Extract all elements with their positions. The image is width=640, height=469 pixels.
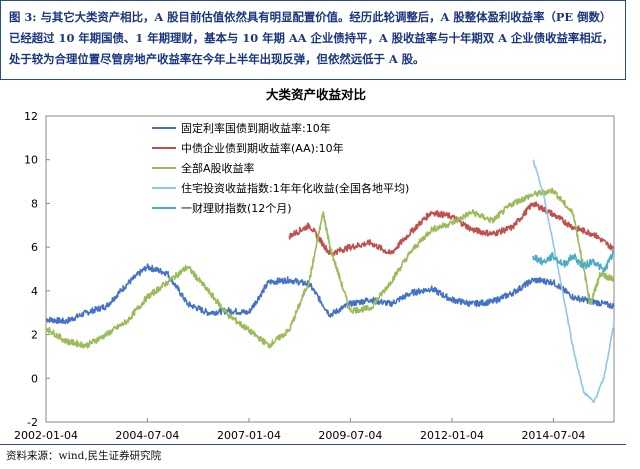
series-line-3 <box>532 159 615 404</box>
x-tick-label: 2012-01-04 <box>420 429 484 442</box>
series-line-4 <box>532 248 615 272</box>
x-tick-label: 2009-07-04 <box>318 429 382 442</box>
y-tick-label: 2 <box>31 329 38 342</box>
y-tick-label: 10 <box>24 154 38 167</box>
legend-label-2: 全部A股收益率 <box>181 161 255 175</box>
legend-label-3: 住宅投资收益指数:1年年化收益(全国各地平均) <box>181 181 409 195</box>
x-tick-label: 2014-07-04 <box>521 429 585 442</box>
series-lines <box>45 159 615 404</box>
y-tick-label: 4 <box>31 285 38 298</box>
source-note: 资料来源：wind,民生证券研究院 <box>6 450 162 462</box>
legend-label-0: 固定利率国债到期收益率:10年 <box>181 121 331 135</box>
y-tick-label: -2 <box>27 416 38 429</box>
x-tick-label: 2007-01-04 <box>217 429 281 442</box>
source-divider <box>0 444 626 445</box>
legend: 固定利率国债到期收益率:10年中债企业债到期收益率(AA):10年全部A股收益率… <box>152 121 409 215</box>
series-line-0 <box>45 263 615 325</box>
y-tick-label: 0 <box>31 372 38 385</box>
legend-label-4: 一财理财指数(12个月) <box>181 201 292 215</box>
line-chart: 大类资产收益对比 -2 0 2 4 6 8 10 12 2002-01-04 2004-07-04… <box>14 87 615 442</box>
y-tick-label: 8 <box>31 197 38 210</box>
x-tick-label: 2002-01-04 <box>14 429 78 442</box>
series-line-1 <box>288 201 615 256</box>
figure-caption: 图 3: 与其它大类资产相比，A 股目前估值依然具有明显配置价值。经历此轮调整后… <box>9 10 614 66</box>
figure-caption-box: 图 3: 与其它大类资产相比，A 股目前估值依然具有明显配置价值。经历此轮调整后… <box>0 0 626 80</box>
y-tick-label: 6 <box>31 241 38 254</box>
y-tick-label: 12 <box>24 110 38 123</box>
plot-frame <box>45 115 615 423</box>
axes: -2 0 2 4 6 8 10 12 2002-01-04 2004-07-04 2007-01-0… <box>14 110 615 442</box>
legend-label-1: 中债企业债到期收益率(AA):10年 <box>181 141 344 155</box>
series-line-2 <box>45 187 615 349</box>
chart-title: 大类资产收益对比 <box>266 87 367 102</box>
x-tick-label: 2004-07-04 <box>115 429 179 442</box>
